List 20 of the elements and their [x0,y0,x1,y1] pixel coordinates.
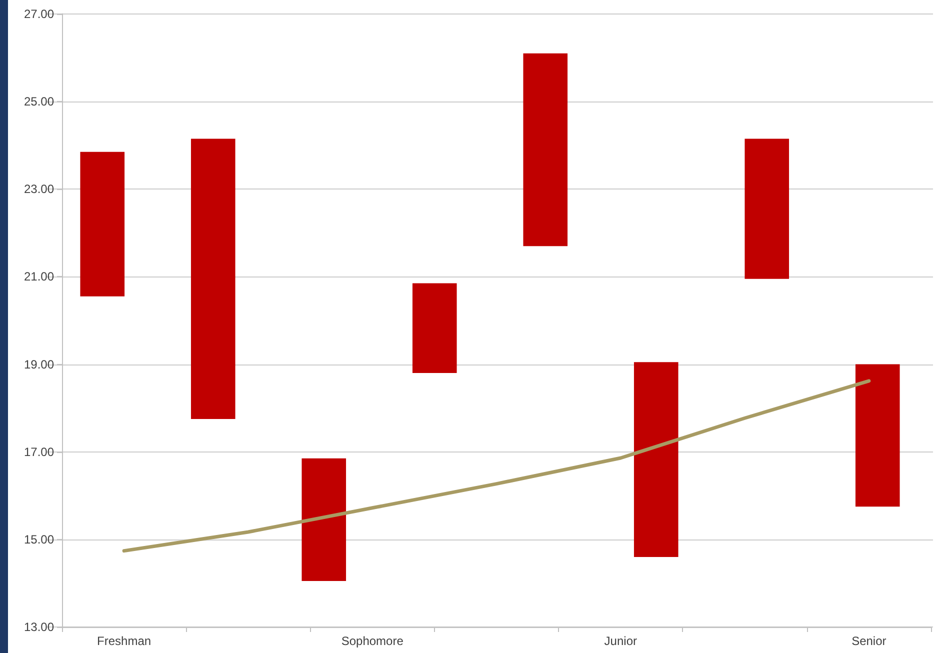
y-tick-label: 19.00 [24,357,54,372]
bar [634,362,678,557]
bar [80,152,125,296]
y-tick-label: 27.00 [24,7,54,21]
bar [523,53,568,246]
bar [190,138,236,420]
bar [855,364,900,507]
bar [302,458,346,582]
y-tick-label: 13.00 [24,620,54,634]
y-tick-label: 23.00 [24,182,54,196]
x-tick-label: Junior [604,634,637,648]
y-tick-label: 17.00 [24,444,54,459]
y-tick-label: 25.00 [24,94,54,109]
x-tick-label: Senior [852,634,886,648]
y-tick-label: 15.00 [24,532,54,546]
x-tick-label: Freshman [97,634,152,648]
x-tick-label: Sophomore [341,634,404,648]
bar [744,138,790,279]
y-tick-label: 21.00 [24,270,54,284]
bar [412,283,457,374]
